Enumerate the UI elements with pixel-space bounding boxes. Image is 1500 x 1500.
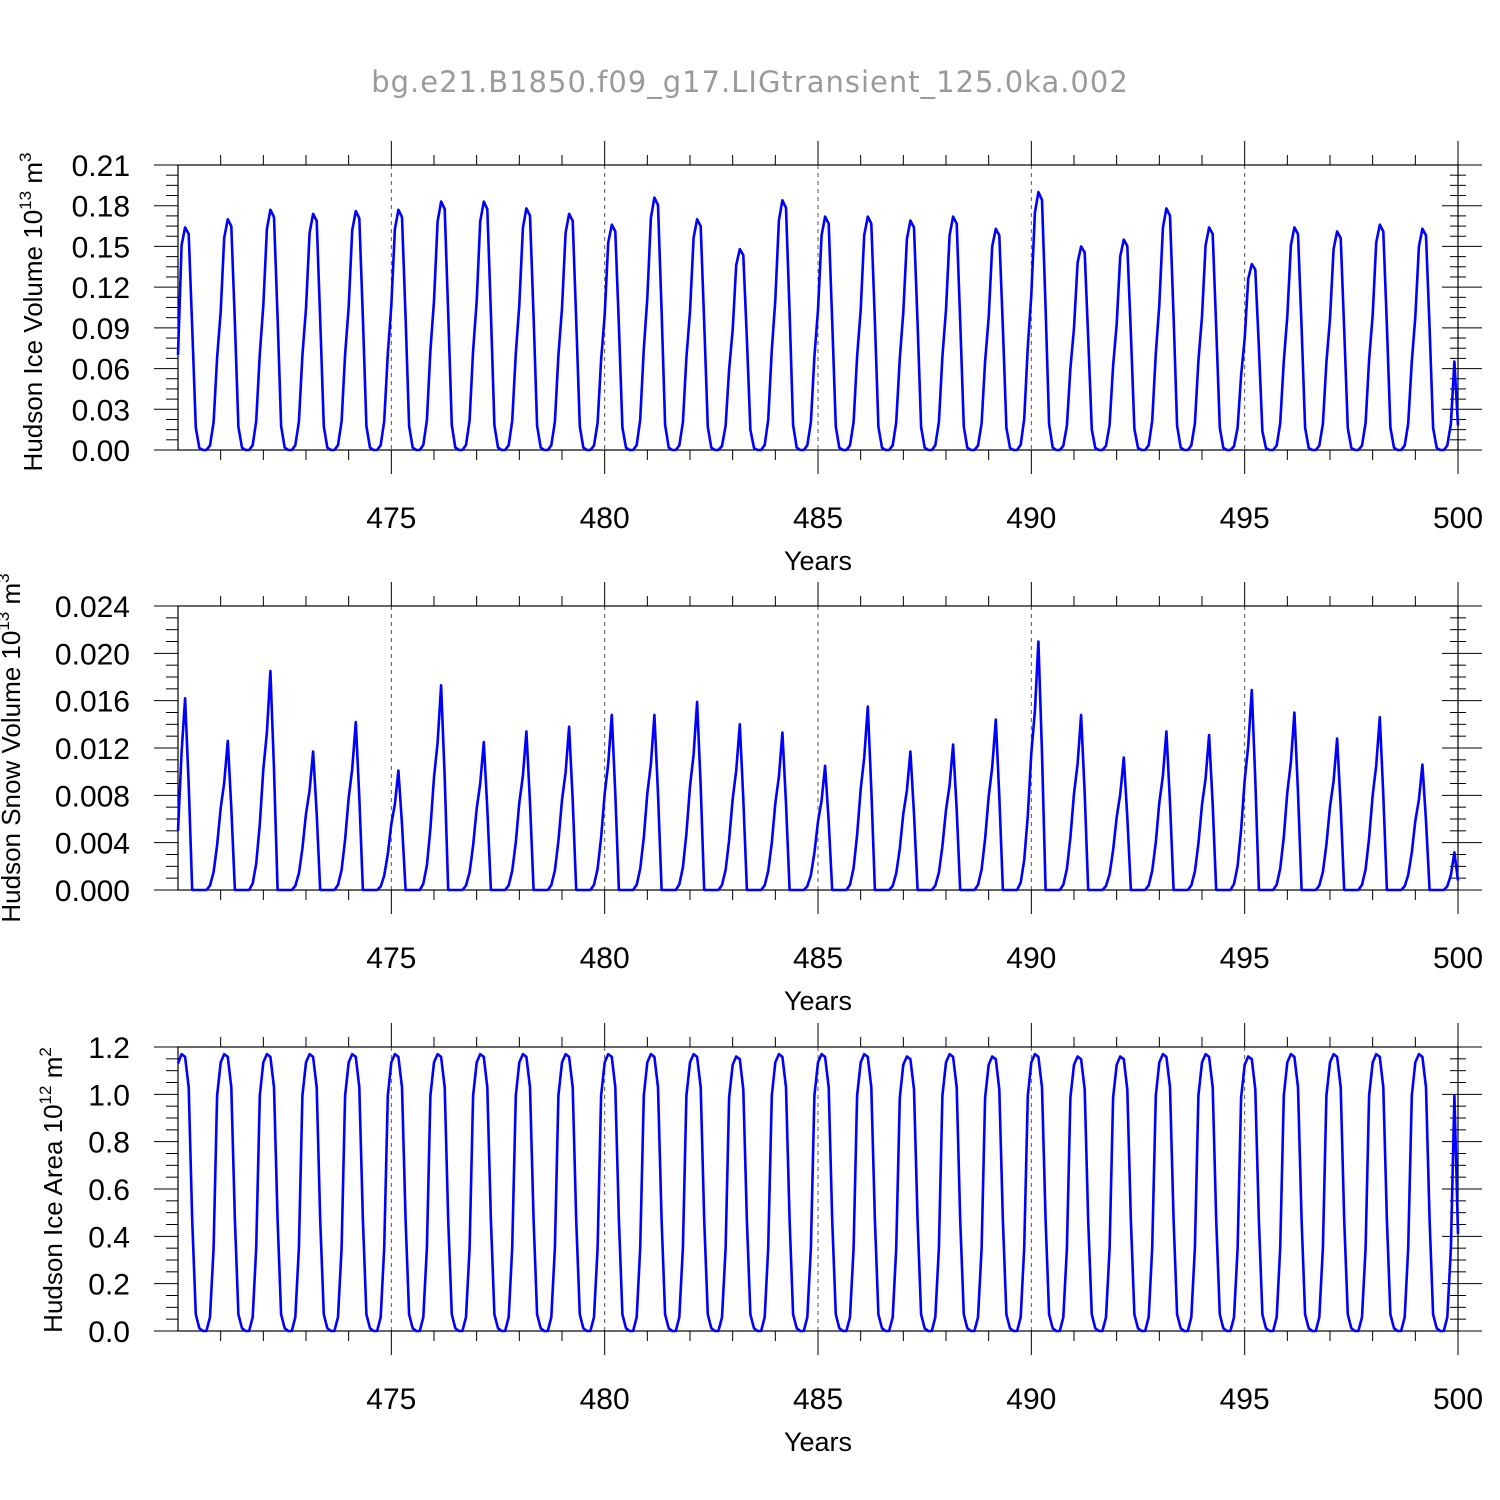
series-line (176, 640, 1460, 892)
y-axis-title-unit: m (0, 583, 26, 612)
y-tick-label: 0.18 (72, 191, 130, 224)
y-tick-label: 0.016 (55, 686, 130, 719)
y-axis-title-unit-exponent: 3 (0, 573, 13, 582)
x-tick-label: 500 (1433, 1383, 1483, 1416)
y-axis-title: Hudson Ice Volume 1013 m3 (16, 153, 48, 472)
figure-title: bg.e21.B1850.f09_g17.LIGtransient_125.0k… (371, 65, 1129, 99)
x-axis-title: Years (784, 986, 852, 1016)
x-axis-title: Years (784, 546, 852, 576)
y-axis-title-exponent: 13 (0, 612, 13, 631)
y-axis-title-unit: m (18, 162, 48, 191)
y-axis-title-exponent: 12 (36, 1086, 55, 1105)
x-tick-label: 480 (580, 942, 630, 975)
x-tick-label: 485 (793, 1383, 843, 1416)
y-axis-title-main: Hudson Snow Volume 10 (0, 631, 26, 923)
y-tick-label: 0.0 (88, 1316, 130, 1349)
panel-1: 0.00 0.03 0.06 0.09 0.12 0.15 0.18 0.21 475 480 48… (16, 141, 1483, 576)
x-tick-label: 490 (1006, 502, 1056, 535)
x-tick-label: 495 (1220, 942, 1270, 975)
y-axis-title-exponent: 13 (16, 191, 35, 210)
series-line (176, 190, 1460, 452)
y-tick-label: 0.6 (88, 1174, 130, 1207)
x-tick-label: 475 (366, 1383, 416, 1416)
y-tick-label: 0.2 (88, 1269, 130, 1302)
y-tick-label: 0.020 (55, 638, 130, 671)
y-tick-label: 0.012 (55, 733, 130, 766)
y-tick-label: 0.09 (72, 313, 130, 346)
y-tick-label: 0.12 (72, 272, 130, 305)
x-tick-label: 490 (1006, 1383, 1056, 1416)
y-tick-label: 0.8 (88, 1127, 130, 1160)
y-tick-label: 0.06 (72, 354, 130, 387)
y-axis-title-unit-exponent: 2 (36, 1047, 55, 1056)
y-axis-title-main: Hudson Ice Area 10 (38, 1104, 68, 1332)
y-tick-label: 0.008 (55, 780, 130, 813)
y-axis-title: Hudson Snow Volume 1013 m3 (0, 573, 26, 922)
y-tick-label: 1.0 (88, 1079, 130, 1112)
x-tick-label: 500 (1433, 502, 1483, 535)
x-tick-label: 490 (1006, 942, 1056, 975)
x-tick-label: 495 (1220, 1383, 1270, 1416)
y-axis-title-unit-exponent: 3 (16, 153, 35, 162)
y-tick-label: 0.024 (55, 591, 130, 624)
x-tick-label: 475 (366, 942, 416, 975)
y-tick-label: 0.15 (72, 231, 130, 264)
x-tick-label: 475 (366, 502, 416, 535)
x-tick-label: 500 (1433, 942, 1483, 975)
y-tick-label: 0.00 (72, 435, 130, 468)
panel-2: 0.000 0.004 0.008 0.012 0.016 0.020 0.024 475 48… (0, 573, 1483, 1016)
y-tick-label: 0.21 (72, 150, 130, 183)
series-line (176, 1052, 1460, 1333)
x-tick-label: 485 (793, 502, 843, 535)
x-tick-label: 485 (793, 942, 843, 975)
y-tick-label: 0.004 (55, 828, 130, 861)
x-tick-label: 480 (580, 502, 630, 535)
x-tick-label: 480 (580, 1383, 630, 1416)
x-axis-title: Years (784, 1427, 852, 1457)
y-axis-title: Hudson Ice Area 1012 m2 (36, 1047, 68, 1333)
y-tick-label: 0.000 (55, 875, 130, 908)
y-tick-label: 0.4 (88, 1221, 130, 1254)
y-axis-title-unit: m (38, 1057, 68, 1086)
y-tick-label: 1.2 (88, 1032, 130, 1065)
y-axis-title-main: Hudson Ice Volume 10 (18, 210, 48, 472)
panel-3: 0.0 0.2 0.4 0.6 0.8 1.0 1.2 475 480 485 490 495 500 Y… (36, 1023, 1483, 1457)
y-tick-label: 0.03 (72, 394, 130, 427)
x-tick-label: 495 (1220, 502, 1270, 535)
